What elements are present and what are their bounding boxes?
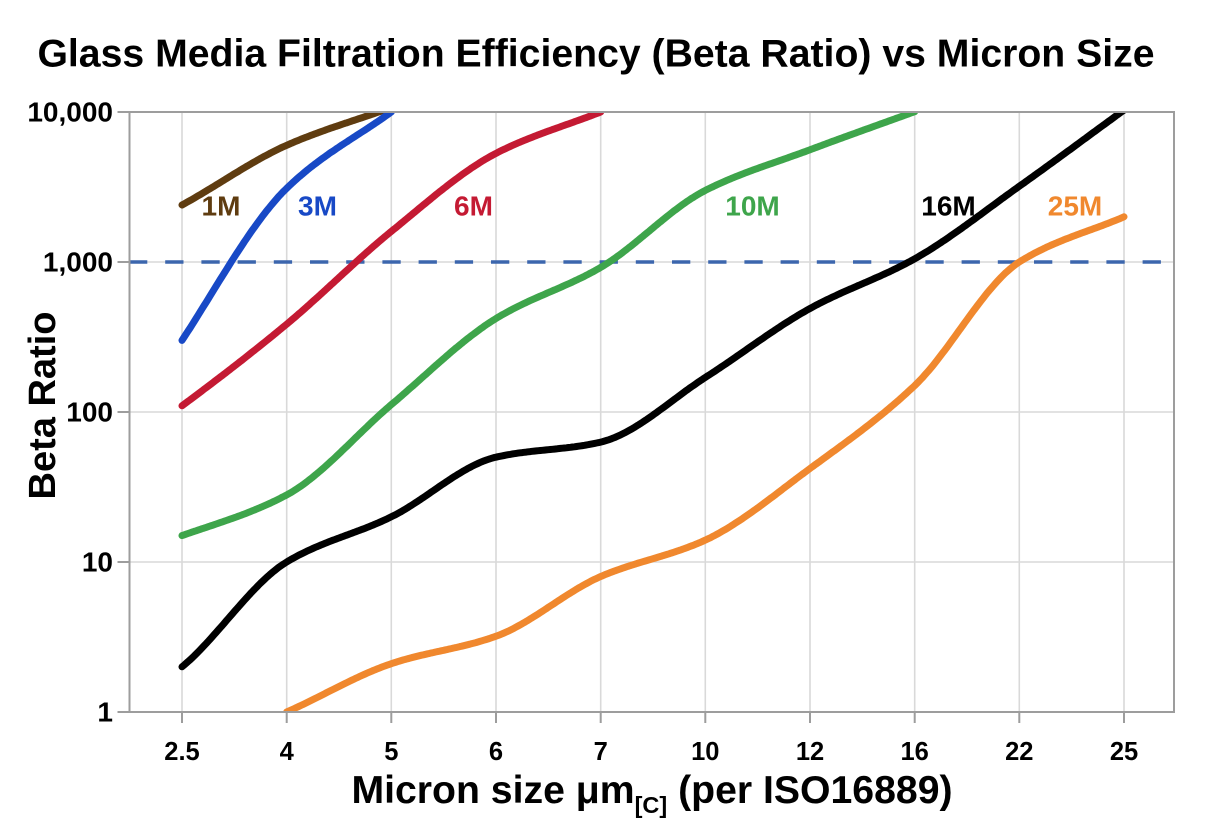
svg-text:5: 5 [384, 738, 398, 766]
svg-text:2.5: 2.5 [164, 738, 199, 766]
svg-text:3M: 3M [298, 191, 337, 222]
svg-text:6M: 6M [454, 191, 493, 222]
svg-text:4: 4 [280, 738, 295, 766]
svg-text:22: 22 [1005, 738, 1033, 766]
svg-text:10M: 10M [725, 191, 779, 222]
svg-text:100: 100 [66, 396, 113, 427]
svg-text:16: 16 [901, 738, 929, 766]
svg-text:10: 10 [82, 546, 113, 577]
svg-text:1: 1 [97, 696, 113, 727]
svg-text:1,000: 1,000 [43, 246, 113, 277]
svg-text:Glass Media Filtration Efficie: Glass Media Filtration Efficiency (Beta … [37, 33, 1154, 76]
svg-text:Beta Ratio: Beta Ratio [22, 312, 64, 500]
svg-text:16M: 16M [921, 191, 975, 222]
svg-text:12: 12 [796, 738, 824, 766]
svg-text:6: 6 [489, 738, 503, 766]
svg-text:10: 10 [691, 738, 719, 766]
svg-text:1M: 1M [202, 191, 241, 222]
svg-text:10,000: 10,000 [27, 96, 113, 127]
svg-text:25: 25 [1110, 738, 1138, 766]
svg-text:Micron size μm[C] (per ISO1688: Micron size μm[C] (per ISO16889) [351, 769, 952, 818]
svg-text:7: 7 [594, 738, 608, 766]
svg-text:25M: 25M [1048, 191, 1102, 222]
